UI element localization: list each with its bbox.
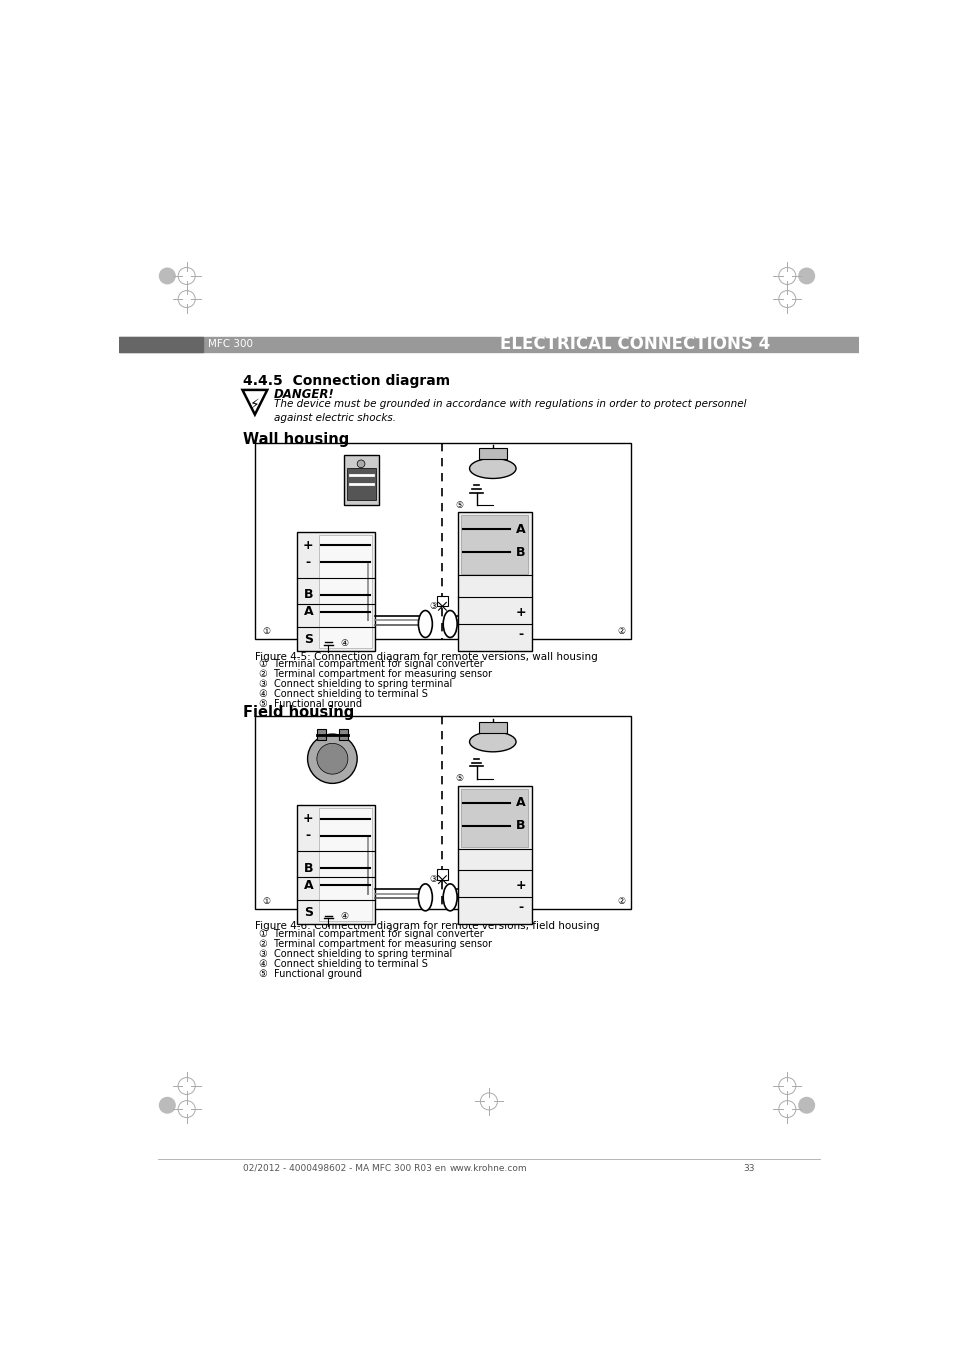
Text: ③: ③ [429, 602, 436, 610]
Bar [338, 729, 348, 740]
Text: ②: ② [617, 896, 625, 906]
Bar [316, 729, 326, 740]
Bar [319, 535, 372, 648]
Text: DANGER!: DANGER! [274, 389, 335, 401]
Circle shape [307, 734, 356, 783]
Circle shape [158, 1096, 175, 1114]
Bar [254, 443, 630, 640]
Bar [297, 805, 375, 925]
Text: +: + [515, 606, 525, 618]
Text: ②  Terminal compartment for measuring sensor: ② Terminal compartment for measuring sen… [258, 670, 491, 679]
Text: ⑤: ⑤ [455, 501, 463, 510]
Text: ③  Connect shielding to spring terminal: ③ Connect shielding to spring terminal [258, 949, 452, 958]
Bar [460, 788, 528, 848]
Text: B: B [303, 861, 313, 875]
Ellipse shape [418, 610, 432, 637]
Text: ④: ④ [339, 639, 348, 648]
Text: A: A [303, 879, 313, 891]
Text: Field housing: Field housing [243, 705, 355, 720]
Bar [297, 532, 375, 651]
Text: ⑤  Functional ground: ⑤ Functional ground [258, 699, 361, 710]
Text: ①: ① [262, 896, 271, 906]
Text: 33: 33 [742, 1164, 754, 1173]
Circle shape [316, 744, 348, 774]
Text: B: B [516, 819, 525, 832]
Text: 4.4.5  Connection diagram: 4.4.5 Connection diagram [243, 374, 450, 387]
Text: ①  Terminal compartment for signal converter: ① Terminal compartment for signal conver… [258, 929, 483, 938]
Bar [347, 467, 375, 500]
Text: Figure 4-5: Connection diagram for remote versions, wall housing: Figure 4-5: Connection diagram for remot… [254, 652, 597, 662]
Circle shape [798, 1096, 815, 1114]
Circle shape [798, 267, 815, 285]
Text: ②: ② [617, 628, 625, 636]
Text: www.krohne.com: www.krohne.com [450, 1164, 527, 1173]
Bar [460, 516, 528, 574]
Bar [436, 595, 447, 606]
Bar [478, 722, 506, 733]
Bar [119, 336, 858, 352]
Bar [436, 869, 447, 880]
Text: ①  Terminal compartment for signal converter: ① Terminal compartment for signal conver… [258, 659, 483, 670]
Bar [254, 717, 630, 909]
Circle shape [356, 460, 365, 467]
Text: -: - [306, 556, 311, 568]
Text: ①: ① [262, 628, 271, 636]
Text: 02/2012 - 4000498602 - MA MFC 300 R03 en: 02/2012 - 4000498602 - MA MFC 300 R03 en [243, 1164, 446, 1173]
Text: ④: ④ [339, 913, 348, 921]
Bar [119, 336, 203, 352]
Text: A: A [303, 605, 313, 618]
Text: S: S [304, 906, 313, 919]
Text: B: B [516, 545, 525, 559]
Text: ③  Connect shielding to spring terminal: ③ Connect shielding to spring terminal [258, 679, 452, 690]
Text: ④  Connect shielding to terminal S: ④ Connect shielding to terminal S [258, 958, 427, 969]
Text: The device must be grounded in accordance with regulations in order to protect p: The device must be grounded in accordanc… [274, 400, 746, 423]
Text: ②  Terminal compartment for measuring sensor: ② Terminal compartment for measuring sen… [258, 940, 491, 949]
Text: ELECTRICAL CONNECTIONS 4: ELECTRICAL CONNECTIONS 4 [499, 336, 769, 354]
Text: +: + [303, 813, 314, 825]
Text: A: A [516, 522, 525, 536]
Text: +: + [515, 879, 525, 892]
Text: ⚡: ⚡ [250, 398, 259, 412]
Text: ③: ③ [429, 875, 436, 884]
Text: ⑤  Functional ground: ⑤ Functional ground [258, 969, 361, 979]
Text: ④  Connect shielding to terminal S: ④ Connect shielding to terminal S [258, 690, 427, 699]
Text: B: B [303, 589, 313, 601]
Ellipse shape [443, 884, 456, 911]
Text: -: - [306, 829, 311, 842]
Ellipse shape [469, 459, 516, 478]
Bar [319, 809, 372, 921]
Circle shape [158, 267, 175, 285]
Ellipse shape [469, 732, 516, 752]
Text: S: S [304, 633, 313, 645]
Text: MFC 300: MFC 300 [208, 339, 253, 350]
Bar [457, 786, 531, 925]
Ellipse shape [443, 610, 456, 637]
Text: Wall housing: Wall housing [243, 432, 349, 447]
Bar [478, 448, 506, 459]
Text: +: + [303, 539, 314, 552]
Text: -: - [517, 628, 522, 640]
Text: -: - [517, 900, 522, 914]
Ellipse shape [418, 884, 432, 911]
Bar [344, 455, 378, 505]
Text: A: A [516, 796, 525, 809]
Text: Figure 4-6: Connection diagram for remote versions, field housing: Figure 4-6: Connection diagram for remot… [254, 921, 598, 931]
Text: ⑤: ⑤ [455, 775, 463, 783]
Bar [457, 513, 531, 651]
